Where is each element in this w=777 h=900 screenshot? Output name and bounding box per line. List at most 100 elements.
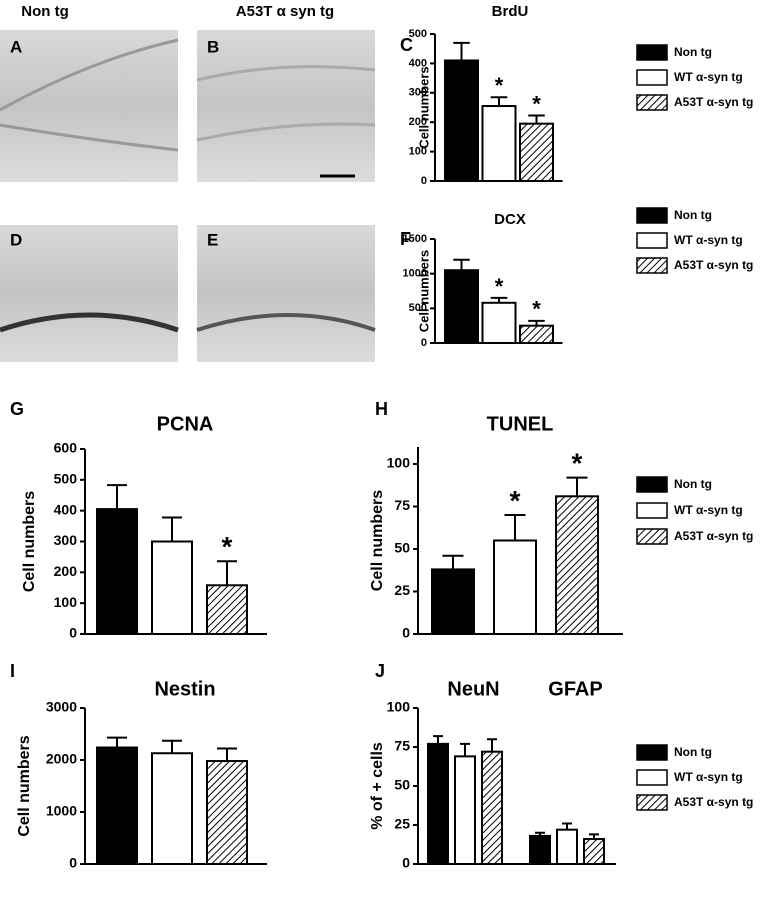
error-bar: [589, 833, 599, 840]
y-tick-label: 50: [394, 777, 410, 793]
column-title: A53T α syn tg: [236, 3, 334, 20]
chart-title: BrdU: [492, 3, 529, 20]
y-axis-label: Cell numbers: [21, 491, 38, 592]
legend-label: WT α-syn tg: [674, 233, 743, 247]
error-bar: [528, 319, 545, 326]
tissue-band: [196, 65, 376, 142]
y-tick-label: 300: [409, 87, 427, 99]
y-tick-label: 500: [409, 302, 427, 314]
y-tick-label: 50: [394, 540, 410, 556]
bar: [519, 324, 554, 344]
y-tick-label: 100: [387, 455, 411, 471]
chart-title: Nestin: [154, 678, 215, 700]
bar: [529, 834, 551, 865]
error-bar: [504, 514, 526, 541]
error-bar: [162, 739, 182, 754]
error-bar: [528, 114, 545, 124]
legend-swatch: [636, 69, 668, 86]
bar: [96, 508, 138, 635]
micrograph: [0, 225, 178, 362]
y-tick-label: 2000: [46, 751, 77, 767]
significance-star: *: [572, 447, 583, 478]
significance-star: *: [222, 531, 233, 562]
error-bar: [535, 831, 545, 836]
y-axis-label: Cell numbers: [16, 735, 33, 836]
error-bar: [453, 258, 470, 271]
bar: [493, 539, 537, 635]
panel-label: C: [400, 35, 413, 55]
legend-swatch: [636, 44, 668, 61]
y-tick-label: 0: [69, 625, 77, 641]
bar: [454, 755, 476, 865]
bar: [444, 269, 479, 345]
panel-label: H: [375, 399, 388, 419]
legend-label: Non tg: [674, 45, 712, 59]
error-bar: [107, 736, 127, 748]
bar: [431, 568, 475, 636]
panel-label: G: [10, 399, 24, 419]
bar: [151, 540, 193, 635]
micrograph: [0, 30, 178, 182]
bar: [206, 760, 248, 865]
category-label: NeuN: [447, 678, 499, 700]
legend-label: WT α-syn tg: [674, 503, 743, 517]
y-tick-label: 1000: [46, 803, 77, 819]
y-tick-label: 100: [409, 146, 427, 158]
significance-star: *: [495, 73, 504, 98]
y-tick-label: 0: [421, 337, 427, 349]
y-tick-label: 300: [54, 532, 78, 548]
y-tick-label: 75: [394, 497, 410, 513]
y-tick-label: 0: [69, 855, 77, 871]
y-tick-label: 600: [54, 440, 78, 456]
chart-title: DCX: [494, 211, 526, 228]
significance-star: *: [495, 274, 504, 299]
legend-swatch: [636, 769, 668, 786]
error-bar: [487, 738, 497, 752]
y-tick-label: 200: [409, 116, 427, 128]
significance-star: *: [532, 91, 541, 116]
column-title: Non tg: [21, 3, 68, 20]
y-axis-label: Cell numbers: [416, 250, 431, 332]
panel-label: J: [375, 661, 385, 681]
bar: [481, 750, 503, 865]
panel-label: D: [10, 230, 22, 249]
legend-label: WT α-syn tg: [674, 770, 743, 784]
bar: [444, 59, 479, 182]
panel-label: A: [10, 37, 22, 56]
y-tick-label: 400: [409, 57, 427, 69]
bar: [481, 105, 517, 182]
y-tick-label: 200: [54, 563, 78, 579]
chart-title: TUNEL: [487, 413, 554, 435]
panel-label: F: [400, 229, 411, 249]
y-tick-label: 0: [402, 625, 410, 641]
y-tick-label: 25: [394, 582, 410, 598]
legend-label: A53T α-syn tg: [674, 258, 753, 272]
y-tick-label: 100: [387, 699, 411, 715]
y-tick-label: 0: [402, 855, 410, 871]
y-tick-label: 400: [54, 501, 78, 517]
legend-label: A53T α-syn tg: [674, 95, 753, 109]
legend-label: Non tg: [674, 208, 712, 222]
error-bar: [107, 484, 127, 510]
error-bar: [217, 560, 237, 586]
y-axis-label: % of + cells: [369, 742, 386, 830]
error-bar: [490, 296, 508, 303]
legend-swatch: [636, 528, 668, 545]
significance-star: *: [532, 297, 541, 322]
legend-label: A53T α-syn tg: [674, 529, 753, 543]
micrograph: [197, 225, 375, 362]
y-tick-label: 0: [421, 175, 427, 187]
legend-label: Non tg: [674, 477, 712, 491]
bar: [556, 828, 578, 865]
legend-swatch: [636, 232, 668, 249]
y-axis-label: Cell numbers: [369, 490, 386, 591]
cell-layer: [0, 312, 179, 333]
bar: [555, 495, 599, 635]
bar: [206, 584, 248, 635]
error-bar: [562, 822, 572, 830]
y-tick-label: 100: [54, 594, 78, 610]
y-tick-label: 25: [394, 816, 410, 832]
bar: [519, 122, 554, 182]
significance-star: *: [510, 485, 521, 516]
panel-label: B: [207, 37, 219, 56]
